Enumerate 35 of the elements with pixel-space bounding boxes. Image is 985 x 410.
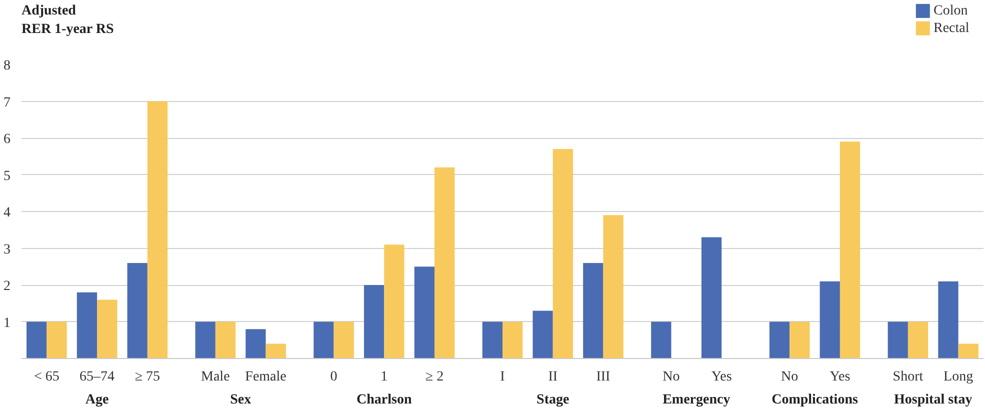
legend-label: Colon bbox=[933, 3, 968, 18]
y-tick-label: 8 bbox=[4, 58, 10, 74]
x-tick-label: Long bbox=[944, 370, 974, 384]
text: Complications bbox=[772, 392, 858, 408]
y-tick-label: 6 bbox=[4, 132, 10, 147]
x-tick-label: Yes bbox=[711, 370, 732, 384]
x-tick-label: < 65 bbox=[34, 370, 60, 384]
y-tick-label: 3 bbox=[4, 242, 10, 258]
x-tick-label: II bbox=[548, 370, 558, 384]
text: Stage bbox=[536, 392, 570, 408]
x-tick-label: III bbox=[596, 370, 611, 384]
x-tick-label: Yes bbox=[830, 370, 850, 384]
x-tick-label: Short bbox=[892, 370, 924, 384]
x-tick-label: ≥ 2 bbox=[425, 370, 444, 384]
text: Hospital stay bbox=[894, 392, 972, 408]
text: Emergency bbox=[662, 392, 730, 408]
y-tick-label: 4 bbox=[4, 206, 10, 220]
x-tick-label: 65–74 bbox=[80, 370, 115, 384]
x-tick-label: No bbox=[781, 370, 798, 384]
x-tick-label: No bbox=[662, 370, 680, 384]
x-tick-label: ≥ 75 bbox=[134, 370, 160, 384]
y-tick-label: 1 bbox=[4, 316, 10, 331]
text: Charlson bbox=[356, 392, 412, 408]
text: Sex bbox=[230, 392, 252, 408]
text: Age bbox=[85, 392, 109, 408]
legend-label: Rectal bbox=[933, 20, 970, 36]
y-axis-title: Adjusted RER 1-year RS bbox=[22, 3, 114, 37]
y-tick-label: 5 bbox=[4, 168, 10, 184]
y-tick-label: 2 bbox=[4, 279, 10, 294]
x-tick-label: I bbox=[500, 370, 506, 384]
x-tick-label: 0 bbox=[330, 370, 338, 384]
y-tick-label: 7 bbox=[4, 95, 10, 110]
x-tick-label: Male bbox=[201, 370, 230, 384]
x-tick-label: 1 bbox=[380, 370, 388, 384]
x-tick-label: Female bbox=[245, 370, 286, 384]
